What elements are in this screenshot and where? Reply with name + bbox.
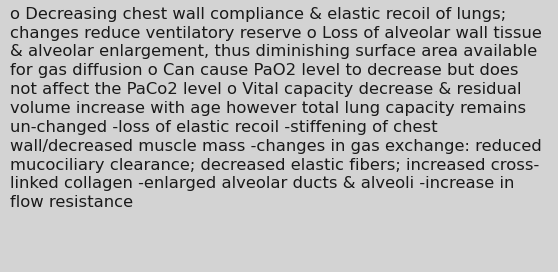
Text: o Decreasing chest wall compliance & elastic recoil of lungs;
changes reduce ven: o Decreasing chest wall compliance & ela… — [10, 7, 542, 210]
